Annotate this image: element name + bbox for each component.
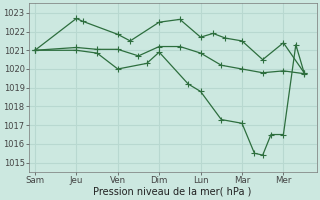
X-axis label: Pression niveau de la mer( hPa ): Pression niveau de la mer( hPa ) [93,187,252,197]
